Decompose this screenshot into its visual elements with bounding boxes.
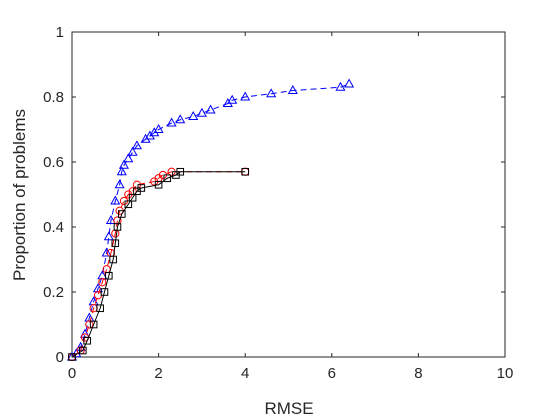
square-marker — [117, 210, 126, 218]
triangle-marker — [344, 78, 355, 88]
triangle-marker — [103, 231, 114, 241]
x-tick-label: 4 — [241, 365, 249, 382]
square-marker — [111, 239, 120, 248]
x-tick-label: 2 — [154, 365, 162, 382]
square-marker — [128, 193, 137, 202]
triangle-marker — [196, 107, 207, 117]
square-marker — [79, 346, 87, 355]
triangle-marker — [123, 153, 134, 163]
x-tick-label: 6 — [328, 365, 336, 382]
triangle-marker — [227, 94, 238, 104]
triangle-marker — [335, 81, 346, 91]
triangle-marker — [114, 179, 125, 189]
triangle-marker — [287, 84, 298, 94]
square-marker — [96, 304, 104, 313]
x-tick-label: 8 — [414, 365, 422, 382]
triangle-marker — [205, 104, 216, 114]
square-marker — [163, 174, 172, 183]
triangle-marker — [153, 123, 164, 133]
square-marker — [124, 200, 133, 209]
square-marker — [137, 184, 146, 192]
x-axis-label: RMSE — [264, 399, 313, 418]
triangle-marker — [127, 146, 138, 156]
series-square — [68, 167, 249, 361]
square-marker — [109, 255, 117, 264]
y-tick-label: 0.8 — [43, 89, 64, 106]
triangle-marker — [101, 247, 112, 257]
square-marker — [154, 180, 163, 189]
triangle-marker — [131, 140, 143, 150]
square-marker — [83, 336, 91, 345]
triangle-marker — [175, 114, 186, 124]
series-line-circle — [71, 171, 246, 358]
y-tick-label: 1 — [56, 24, 64, 41]
triangle-marker — [105, 214, 117, 224]
y-tick-label: 0.6 — [43, 154, 64, 171]
triangle-marker — [166, 117, 177, 127]
x-tick-label: 0 — [68, 365, 76, 382]
y-tick-label: 0.2 — [43, 284, 64, 301]
y-axis-label: Proportion of problems — [10, 109, 29, 281]
y-tick-label: 0.4 — [43, 219, 64, 236]
x-tick-label: 10 — [497, 365, 514, 382]
triangle-marker — [188, 110, 199, 120]
square-marker — [89, 320, 98, 329]
y-tick-label: 0 — [56, 349, 64, 366]
triangle-marker — [240, 91, 251, 101]
square-marker — [241, 167, 249, 176]
triangle-marker — [266, 88, 277, 98]
circle-marker — [85, 320, 94, 329]
square-marker — [105, 271, 113, 280]
series-line-square — [71, 171, 246, 358]
triangle-marker — [110, 195, 121, 205]
square-marker — [176, 167, 185, 176]
triangle-marker — [116, 166, 127, 176]
circle-marker — [98, 278, 107, 287]
square-marker — [113, 223, 122, 231]
plot-frame — [71, 31, 506, 358]
square-marker — [100, 288, 109, 296]
triangle-marker — [118, 159, 130, 169]
